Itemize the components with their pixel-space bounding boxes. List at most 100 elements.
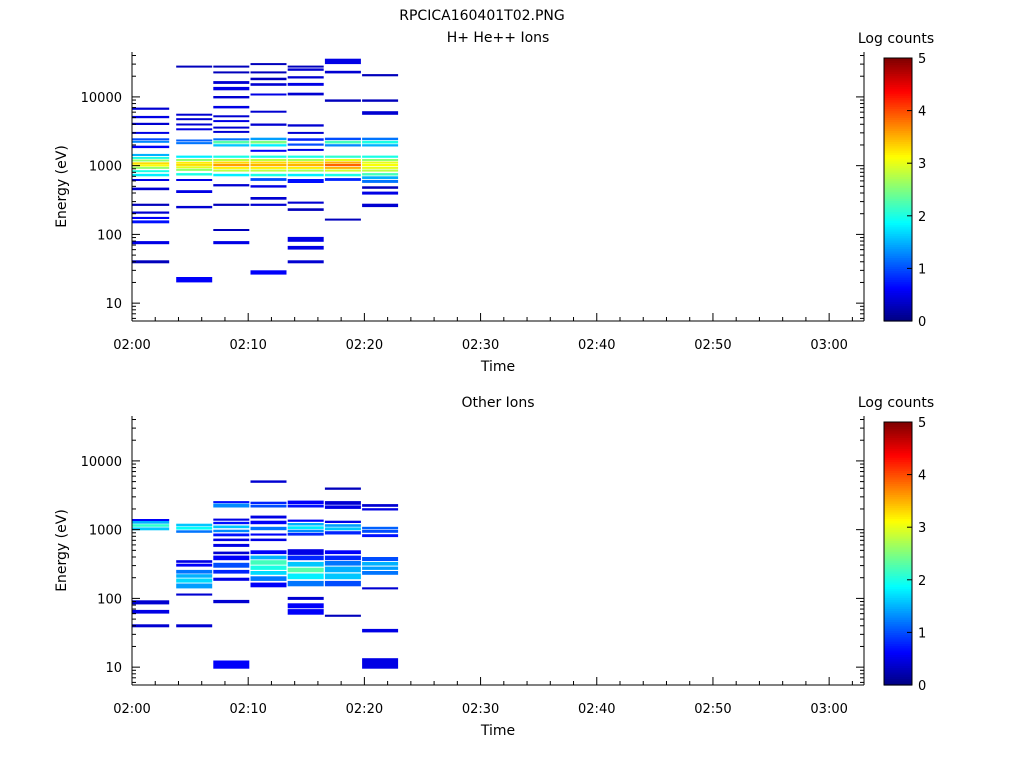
spectrogram-cell bbox=[132, 527, 170, 531]
spectrogram-cell bbox=[287, 124, 324, 127]
spectrogram-cell bbox=[132, 159, 170, 162]
colorbar-segment bbox=[884, 141, 912, 145]
colorbar-tick-label: 2 bbox=[918, 210, 926, 225]
colorbar-segment bbox=[884, 86, 912, 90]
colorbar-segment bbox=[884, 296, 912, 300]
colorbar-segment bbox=[884, 680, 912, 684]
spectrogram-cell bbox=[213, 65, 250, 68]
spectrogram-cell bbox=[287, 519, 324, 522]
spectrogram-cell bbox=[287, 148, 324, 151]
spectrogram-cell bbox=[132, 241, 170, 245]
spectrogram-cell bbox=[132, 179, 170, 181]
spectrogram-cell bbox=[287, 504, 324, 508]
spectrogram-cell bbox=[250, 501, 287, 505]
colorbar-segment bbox=[884, 682, 912, 686]
x-tick-label: 02:40 bbox=[578, 702, 615, 717]
y-tick-label: 10000 bbox=[81, 455, 122, 470]
colorbar-segment bbox=[884, 579, 912, 583]
colorbar-segment bbox=[884, 250, 912, 254]
colorbar-segment bbox=[884, 619, 912, 623]
spectrogram-cell bbox=[362, 203, 399, 208]
spectrogram-cell bbox=[132, 170, 170, 173]
spectrogram-cell bbox=[132, 519, 170, 521]
spectrogram-cell bbox=[176, 583, 213, 589]
spectrogram-cell bbox=[213, 115, 250, 118]
spectrogram-cell bbox=[324, 501, 361, 505]
spectrogram-cell bbox=[362, 566, 399, 570]
spectrogram-cell bbox=[324, 166, 361, 169]
colorbar-segment bbox=[884, 443, 912, 447]
colorbar-segment bbox=[884, 424, 912, 427]
spectrogram-cell bbox=[132, 520, 170, 524]
x-tick-label: 02:00 bbox=[113, 338, 150, 353]
spectrogram-cell bbox=[213, 241, 250, 245]
spectrogram-cell bbox=[250, 533, 287, 536]
colorbar-segment bbox=[884, 310, 912, 313]
colorbar-segment bbox=[884, 597, 912, 601]
colorbar-segment bbox=[884, 560, 912, 563]
spectrogram-cell bbox=[324, 527, 361, 531]
colorbar-segment bbox=[884, 200, 912, 204]
spectrogram-cell bbox=[250, 270, 287, 275]
colorbar-segment bbox=[884, 667, 912, 671]
colorbar-segment bbox=[884, 623, 912, 627]
spectrogram-cell bbox=[213, 86, 250, 91]
colorbar-segment bbox=[884, 114, 912, 118]
colorbar-segment bbox=[884, 261, 912, 265]
spectrogram-cell bbox=[176, 113, 213, 116]
spectrogram-cell bbox=[324, 140, 361, 144]
colorbar-segment bbox=[884, 95, 912, 99]
spectrogram-cell bbox=[213, 529, 250, 533]
spectrogram-cell bbox=[176, 563, 213, 567]
colorbar-segment bbox=[884, 158, 912, 162]
colorbar-segment bbox=[884, 474, 912, 478]
colorbar-segment bbox=[884, 112, 912, 116]
colorbar-segment bbox=[884, 652, 912, 655]
colorbar-segment bbox=[884, 498, 912, 502]
spectrogram-cell bbox=[132, 220, 170, 224]
colorbar-segment bbox=[884, 608, 912, 612]
spectrogram-cell bbox=[250, 110, 287, 113]
spectrogram-cell bbox=[132, 600, 170, 605]
x-tick-label: 02:00 bbox=[113, 702, 150, 717]
colorbar-tick-label: 4 bbox=[918, 105, 926, 120]
spectrogram-cell bbox=[362, 534, 399, 538]
colorbar-segment bbox=[884, 209, 912, 213]
spectrogram-cell bbox=[362, 140, 399, 144]
spectrogram-cell bbox=[176, 161, 213, 164]
spectrogram-cell bbox=[213, 562, 250, 568]
spectrogram-cell bbox=[250, 526, 287, 531]
colorbar-segment bbox=[884, 481, 912, 484]
colorbar-segment bbox=[884, 224, 912, 228]
colorbar-segment bbox=[884, 139, 912, 142]
colorbar-segment bbox=[884, 274, 912, 278]
colorbar-segment bbox=[884, 318, 912, 322]
colorbar-segment bbox=[884, 303, 912, 307]
colorbar-segment bbox=[884, 77, 912, 81]
colorbar-segment bbox=[884, 470, 912, 474]
spectrogram-cell bbox=[250, 159, 287, 161]
spectrogram-cell bbox=[213, 140, 250, 144]
colorbar-segment bbox=[884, 283, 912, 287]
spectrogram-cell bbox=[176, 593, 213, 596]
spectrogram-cell bbox=[287, 201, 324, 204]
spectrogram-cell bbox=[324, 58, 361, 65]
colorbar-segment bbox=[884, 463, 912, 467]
colorbar-segment bbox=[884, 496, 912, 500]
colorbar-segment bbox=[884, 189, 912, 193]
x-tick-label: 02:40 bbox=[578, 338, 615, 353]
x-tick-label: 03:00 bbox=[810, 338, 847, 353]
spectrogram-cell bbox=[132, 216, 170, 219]
figure-title: RPCICA160401T02.PNG bbox=[399, 8, 564, 24]
spectrogram-cell bbox=[176, 179, 213, 181]
colorbar-segment bbox=[884, 505, 912, 509]
spectrogram-cell bbox=[362, 191, 399, 195]
colorbar-tick-label: 2 bbox=[918, 574, 926, 589]
spectrogram-cell bbox=[213, 105, 250, 109]
colorbar-label: Log counts bbox=[858, 31, 934, 47]
spectrogram-cell bbox=[213, 533, 250, 537]
spectrogram-cell bbox=[176, 624, 213, 628]
colorbar-segment bbox=[884, 277, 912, 280]
